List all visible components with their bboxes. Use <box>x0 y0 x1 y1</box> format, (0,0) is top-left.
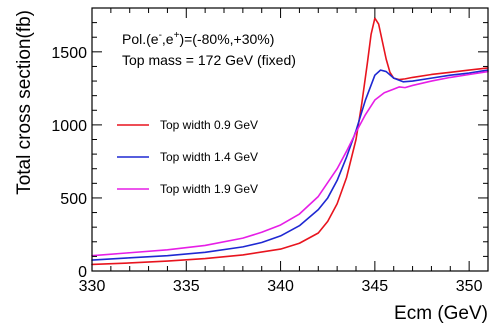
annotation-top-mass: Top mass = 172 GeV (fixed) <box>122 52 296 68</box>
series-line-3 <box>91 70 489 257</box>
legend: Top width 0.9 GeV Top width 1.4 GeV Top wi… <box>117 118 258 196</box>
x-axis-title: Ecm (GeV) <box>394 303 488 324</box>
annotation-polarization: Pol.(e-,e+)=(-80%,+30%) <box>122 30 274 47</box>
series-layer <box>91 17 489 266</box>
x-tick-label: 340 <box>267 278 294 295</box>
legend-label-3: Top width 1.9 GeV <box>160 182 258 196</box>
x-tick-label: 345 <box>362 278 389 295</box>
legend-label-1: Top width 0.9 GeV <box>160 118 258 132</box>
legend-label-2: Top width 1.4 GeV <box>160 150 258 164</box>
series-line-2 <box>91 69 489 261</box>
y-tick-label: 1500 <box>51 45 87 62</box>
ticks-layer: 330 335 340 345 350 0 500 1000 1500 <box>51 7 489 295</box>
y-tick-label: 0 <box>78 264 87 281</box>
series-line-1 <box>91 17 489 266</box>
x-tick-label: 350 <box>456 278 483 295</box>
x-tick-label: 335 <box>173 278 200 295</box>
x-tick-label: 330 <box>79 278 106 295</box>
y-axis-title: Total cross section(fb) <box>14 10 35 195</box>
y-tick-label: 500 <box>60 191 87 208</box>
y-tick-label: 1000 <box>51 118 87 135</box>
